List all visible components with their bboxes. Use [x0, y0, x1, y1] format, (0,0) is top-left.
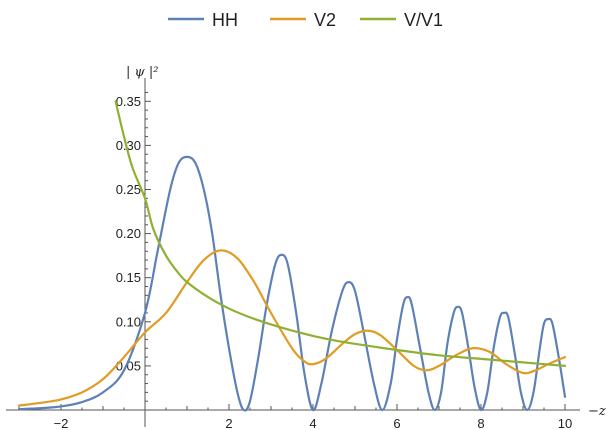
- legend-label-hh: HH: [212, 10, 238, 30]
- x-tick-label: −2: [54, 416, 69, 430]
- x-tick-label: 6: [393, 416, 400, 430]
- legend: HH V2 V/V1: [168, 10, 443, 30]
- y-tick-label: 0.35: [116, 94, 141, 109]
- legend-item-v2: V2: [270, 10, 336, 30]
- y-ticks: 0.05 0.10 0.15 0.20 0.25 0.30 0.35: [116, 91, 151, 402]
- x-tick-label: 10: [558, 416, 572, 430]
- y-tick-label: 0.20: [116, 226, 141, 241]
- x-ticks: −2 2 4 6 8 10: [18, 404, 572, 430]
- y-tick-label: 0.25: [116, 182, 141, 197]
- legend-item-hh: HH: [168, 10, 238, 30]
- y-tick-label: 0.15: [116, 270, 141, 285]
- y-tick-label: 0.10: [116, 314, 141, 329]
- series-layer: [17, 100, 567, 412]
- legend-label-v2: V2: [314, 10, 336, 30]
- series-line-hh: [17, 155, 567, 412]
- y-tick-label: 0.30: [116, 138, 141, 153]
- x-tick-label: 8: [477, 416, 484, 430]
- y-tick-label: 0.05: [116, 358, 141, 373]
- series-line-v2: [17, 249, 567, 407]
- x-tick-label: 2: [225, 416, 232, 430]
- legend-label-vv1: V/V1: [404, 10, 443, 30]
- y-axis-label: | ψ |²: [126, 65, 158, 80]
- x-tick-label: 4: [309, 416, 316, 430]
- x-axis-label: −z: [588, 404, 606, 419]
- legend-item-vv1: V/V1: [360, 10, 443, 30]
- series-line-vv1: [114, 100, 567, 367]
